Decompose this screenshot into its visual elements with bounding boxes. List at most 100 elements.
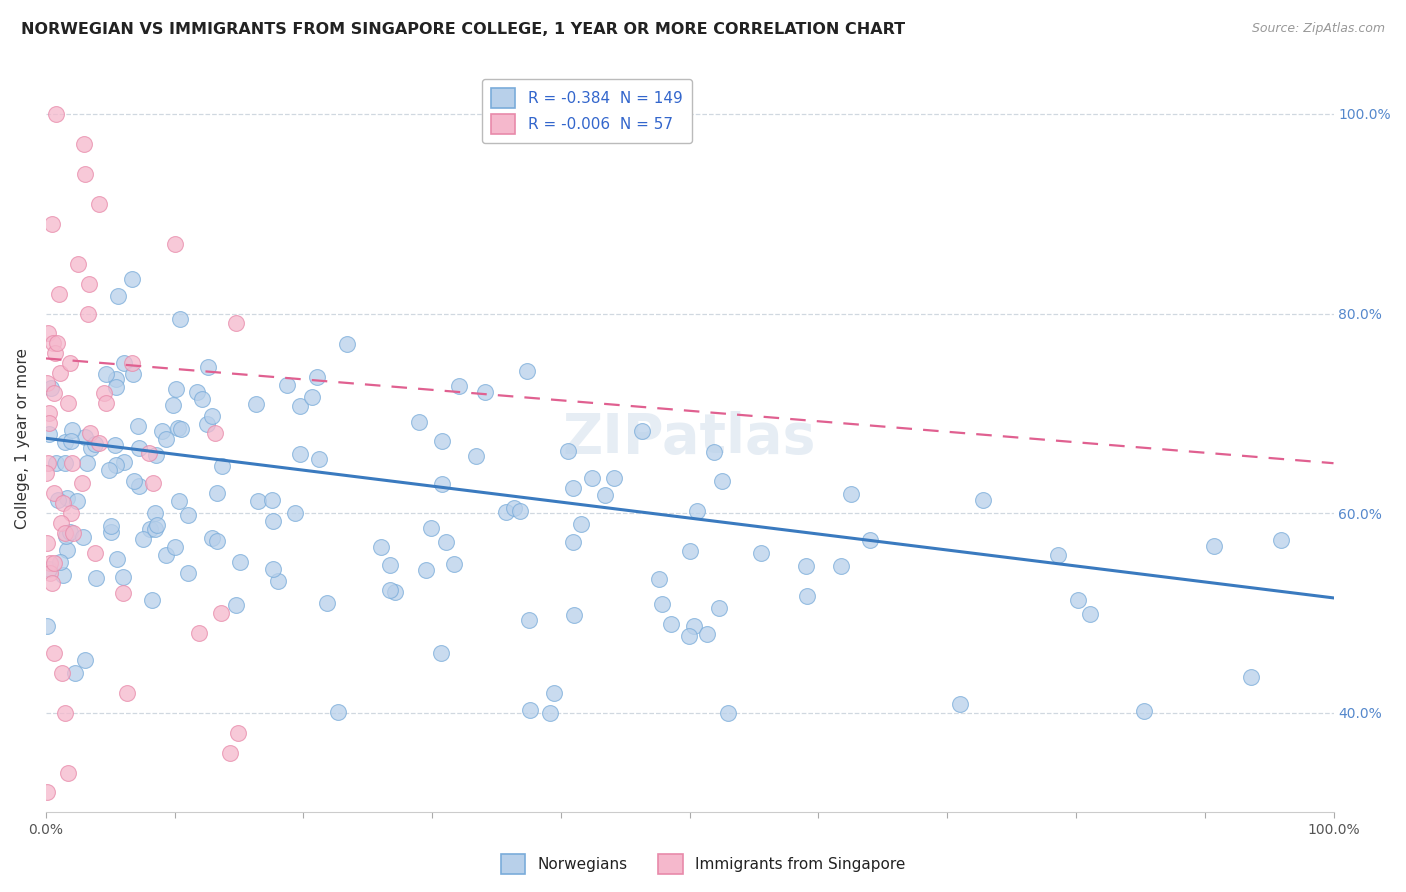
Point (127, 418, 149, 433)
Point (839, 487, 862, 501)
Point (142, 476, 165, 491)
Point (408, 415, 430, 429)
Point (41, 336, 63, 351)
Point (46, 336, 69, 351)
Point (169, 311, 191, 326)
Legend: Norwegians, Immigrants from Singapore: Norwegians, Immigrants from Singapore (495, 848, 911, 880)
Point (276, 378, 298, 392)
Point (53, 434, 76, 449)
Point (204, 426, 226, 441)
Point (262, 562, 284, 576)
Point (949, 697, 972, 711)
Point (195, 417, 218, 431)
Point (87, 196, 110, 211)
Point (384, 584, 406, 599)
Text: ZIPatlas: ZIPatlas (562, 411, 817, 466)
Point (225, 317, 247, 331)
Point (112, 455, 135, 469)
Point (370, 540, 392, 554)
Point (53, 706, 76, 720)
Point (516, 364, 538, 378)
Point (42, 486, 65, 500)
Point (201, 531, 224, 545)
Point (60, 456, 83, 470)
Point (443, 557, 465, 571)
Point (191, 392, 214, 406)
Point (112, 355, 135, 369)
Point (288, 447, 311, 461)
Point (336, 337, 359, 351)
Point (429, 646, 451, 660)
Point (1132, 704, 1154, 718)
Point (326, 705, 349, 719)
Point (830, 559, 852, 574)
Point (209, 606, 232, 620)
Text: Source: ZipAtlas.com: Source: ZipAtlas.com (1251, 22, 1385, 36)
Point (58, 356, 80, 370)
Point (581, 471, 603, 485)
Point (60, 424, 83, 438)
Point (710, 474, 733, 488)
Point (659, 616, 682, 631)
Point (685, 504, 707, 518)
Point (121, 356, 143, 370)
Point (794, 559, 817, 574)
Point (707, 601, 730, 615)
Point (260, 493, 283, 508)
Point (678, 629, 700, 643)
Point (37, 536, 59, 550)
Point (415, 563, 437, 577)
Point (651, 597, 673, 611)
Point (55, 529, 77, 543)
Point (35, 618, 58, 632)
Point (211, 459, 233, 474)
Point (132, 533, 155, 547)
Point (84, 571, 107, 585)
Point (56, 542, 79, 557)
Point (128, 479, 150, 493)
Point (972, 493, 994, 508)
Point (315, 596, 337, 610)
Point (1067, 593, 1090, 607)
Point (1204, 539, 1226, 553)
Point (717, 706, 740, 720)
Point (77, 306, 100, 320)
Point (447, 379, 470, 393)
Point (52, 496, 75, 510)
Point (177, 566, 200, 581)
Point (143, 506, 166, 520)
Point (49, 367, 72, 381)
Point (79, 426, 101, 441)
Point (197, 360, 219, 375)
Point (420, 521, 443, 535)
Point (72, 530, 94, 544)
Point (83, 546, 105, 560)
Point (141, 593, 163, 607)
Point (163, 540, 186, 554)
Point (121, 272, 143, 286)
Point (79, 442, 101, 456)
Point (56, 491, 79, 505)
Point (1270, 533, 1292, 548)
Point (112, 586, 135, 600)
Point (51, 665, 73, 680)
Point (107, 289, 129, 303)
Point (37, 785, 59, 799)
Point (308, 451, 330, 466)
Point (38, 427, 60, 442)
Point (205, 486, 228, 500)
Point (679, 543, 702, 558)
Point (170, 422, 193, 436)
Point (37, 376, 59, 391)
Point (162, 398, 184, 412)
Point (53, 456, 76, 470)
Point (163, 236, 186, 251)
Point (474, 385, 496, 400)
Point (749, 546, 772, 560)
Point (56, 396, 79, 410)
Point (464, 449, 486, 463)
Point (188, 625, 211, 640)
Point (682, 618, 704, 632)
Point (562, 481, 585, 495)
Point (44, 556, 66, 570)
